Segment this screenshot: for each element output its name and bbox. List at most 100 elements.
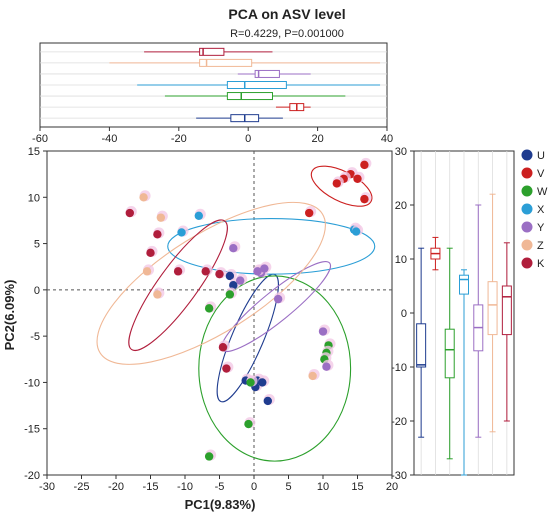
top-box-k: [199, 47, 225, 56]
legend-marker-k: [521, 257, 533, 269]
x-tick-label: -15: [143, 481, 159, 493]
right-y-tick-label: 20: [395, 200, 407, 212]
y-axis-label: PC2(6.09%): [2, 280, 17, 351]
top-x-tick-label: 0: [245, 133, 251, 145]
point-k: [153, 230, 162, 239]
point-y: [229, 244, 238, 253]
top-boxplot-panel: -60 -40 -20 0 20 40: [32, 42, 393, 145]
x-tick-label: -10: [177, 481, 193, 493]
plot-frame: [46, 150, 393, 476]
legend-label-z: Z: [537, 240, 544, 252]
point-w: [204, 304, 214, 313]
x-tick-label: 10: [317, 481, 329, 493]
right-box-w: [444, 328, 455, 379]
x-tick-label: -30: [39, 481, 55, 493]
y-tick-label: 0: [34, 285, 40, 297]
legend-marker-w: [521, 185, 533, 197]
point-v: [360, 160, 369, 170]
point-v: [353, 174, 362, 183]
top-box-z: [199, 58, 253, 67]
chart-title: PCA on ASV level: [228, 6, 345, 22]
point-w: [204, 452, 214, 461]
chart-subtitle: R=0.4229, P=0.001000: [230, 28, 344, 40]
x-tick-label: 20: [386, 481, 398, 493]
y-tick-label: -5: [30, 331, 40, 343]
right-y-tick-label: -30: [391, 470, 407, 482]
point-w: [225, 290, 235, 299]
legend-label-u: U: [537, 150, 545, 162]
point-y: [273, 294, 283, 304]
top-x-tick-label: -20: [171, 133, 187, 145]
x-tick-label: 5: [285, 481, 291, 493]
confidence-ellipse-k: [128, 219, 228, 351]
point-k: [215, 269, 224, 279]
top-x-tick-label: -40: [101, 133, 117, 145]
point-u: [229, 281, 238, 290]
confidence-ellipse-z: [96, 201, 326, 365]
top-x-tick-label: 20: [311, 133, 323, 145]
x-axis-label: PC1(9.83%): [185, 497, 256, 512]
legend-marker-v: [521, 167, 533, 179]
point-v: [332, 179, 341, 188]
point-z: [139, 193, 148, 202]
right-box-k: [501, 285, 512, 336]
y-tick-label: -15: [24, 424, 40, 436]
right-y-tick-label: -20: [391, 416, 407, 428]
point-v: [360, 194, 369, 204]
legend-label-w: W: [537, 186, 548, 198]
legend-marker-z: [521, 239, 533, 251]
legend-marker-x: [521, 203, 533, 215]
confidence-ellipse-u: [216, 273, 279, 403]
confidence-ellipse-x: [167, 218, 376, 275]
point-w: [244, 419, 253, 429]
right-box-x: [459, 274, 469, 295]
point-v: [305, 208, 314, 218]
point-y: [253, 267, 262, 276]
point-y: [322, 362, 331, 371]
x-tick-label: -25: [74, 481, 90, 493]
right-y-tick-label: 30: [395, 146, 407, 158]
point-k: [218, 343, 228, 352]
right-y-tick-label: -10: [391, 362, 407, 374]
point-k: [146, 248, 155, 258]
legend-label-y: Y: [537, 222, 545, 234]
point-x: [177, 228, 186, 237]
confidence-ellipse-w: [198, 275, 352, 462]
x-tick-label: 15: [351, 481, 363, 493]
point-u: [225, 271, 235, 281]
point-x: [351, 227, 361, 236]
y-tick-label: -10: [24, 377, 40, 389]
x-tick-label: 0: [251, 481, 257, 493]
scatter-panel: -30 -25 -20 -15 -10 -5 0 5 10 15 20 -20 -15 -10 -5 0 5 10…: [24, 146, 398, 493]
point-k: [173, 267, 183, 276]
point-y: [236, 276, 245, 285]
y-tick-label: 10: [28, 192, 40, 204]
point-w: [246, 378, 255, 387]
legend-label-x: X: [537, 204, 545, 216]
point-x: [194, 211, 203, 220]
legend-marker-y: [521, 221, 533, 233]
y-tick-label: -20: [24, 470, 40, 482]
point-k: [222, 364, 231, 373]
point-z: [153, 290, 162, 299]
point-z: [156, 213, 166, 222]
point-k: [125, 208, 134, 218]
point-y: [318, 327, 328, 336]
point-u: [258, 378, 267, 387]
y-tick-label: 15: [28, 146, 40, 158]
x-tick-label: -20: [108, 481, 124, 493]
x-tick-label: -5: [215, 481, 225, 493]
top-box-y: [254, 69, 280, 78]
right-y-tick-label: 10: [395, 254, 407, 266]
right-box-z: [487, 281, 498, 336]
legend-marker-u: [521, 149, 533, 161]
top-x-tick-label: -60: [32, 133, 48, 145]
point-u: [263, 396, 272, 406]
top-x-tick-label: 40: [381, 133, 393, 145]
y-tick-label: 5: [34, 239, 40, 251]
right-y-tick-label: 0: [401, 308, 407, 320]
legend-label-k: K: [537, 258, 545, 270]
right-boxplot-panel: -30 -20 -10 0 10 20 30: [391, 146, 515, 482]
